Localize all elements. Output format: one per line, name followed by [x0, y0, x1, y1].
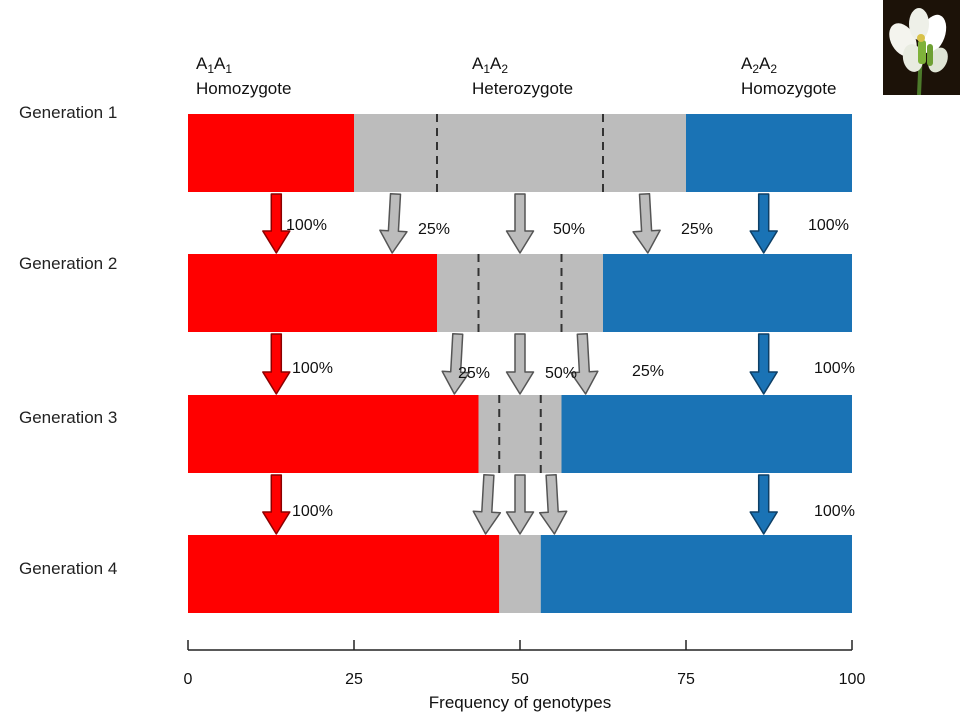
genotype-type-label: Heterozygote: [472, 79, 573, 98]
generation-label: Generation 2: [19, 254, 117, 273]
x-tick-label: 0: [184, 671, 193, 688]
transition-arrow: [379, 192, 408, 254]
flower-photo-icon: [883, 0, 960, 96]
transition-arrow: [505, 333, 535, 395]
bar-segment: [437, 254, 603, 332]
transition-arrow: [262, 193, 291, 254]
transition-percent-label: 25%: [681, 221, 713, 238]
bar-segment: [499, 535, 541, 613]
genotype-type-label: Homozygote: [196, 79, 291, 98]
x-tick-label: 25: [345, 671, 363, 688]
bar-segment: [561, 395, 852, 473]
x-tick-label: 75: [677, 671, 695, 688]
generation-label: Generation 4: [19, 559, 117, 578]
bar-segment: [188, 535, 500, 613]
transition-percent-label: 25%: [632, 363, 664, 380]
transition-arrow: [749, 193, 778, 254]
bar-segment: [188, 395, 479, 473]
transition-arrow: [570, 332, 599, 395]
transition-arrow: [749, 333, 778, 395]
transition-percent-label: 100%: [286, 217, 327, 234]
transition-percent-label: 100%: [814, 503, 855, 520]
transition-percent-label: 50%: [545, 365, 577, 382]
x-tick-label: 100: [839, 671, 866, 688]
generation-labels: Generation 1 Generation 2 Generation 3 Gene…: [19, 103, 117, 578]
x-axis: 0 25 50 75 100: [184, 640, 866, 688]
transition-percent-label: 100%: [814, 360, 855, 377]
transition-arrow: [749, 474, 778, 535]
transition-percent-label: 100%: [292, 360, 333, 377]
generation-label: Generation 1: [19, 103, 117, 122]
transition-percent-label: 25%: [458, 365, 490, 382]
genotype-type-label: Homozygote: [741, 79, 836, 98]
bar-segment: [540, 535, 852, 613]
genotype-headers: A1​A1​ Homozygote A1​A2​ Heterozygote A2​A2​…: [196, 54, 836, 98]
genotype-label: A1​A2​: [472, 54, 508, 76]
transition-percent-label: 50%: [553, 221, 585, 238]
bar-segment: [478, 395, 562, 473]
bar-segment: [686, 114, 852, 192]
transition-arrow: [262, 474, 291, 535]
transition-arrow: [505, 474, 535, 535]
genotype-label: A1​A1​: [196, 54, 232, 76]
transition-labels: 100% 25% 50% 25% 100% 100% 25% 50% 25% 100% 100% 10…: [286, 217, 855, 520]
transition-arrow: [441, 332, 470, 395]
transition-arrow: [632, 192, 661, 254]
transition-arrow: [472, 473, 502, 535]
bar-segment: [603, 254, 852, 332]
transition-arrows: [262, 192, 778, 535]
transition-percent-label: 25%: [418, 221, 450, 238]
transition-percent-label: 100%: [808, 217, 849, 234]
bar-segment: [188, 114, 354, 192]
bar-segment: [354, 114, 686, 192]
transition-arrow: [538, 473, 568, 535]
transition-arrow: [505, 193, 535, 254]
generation-label: Generation 3: [19, 408, 117, 427]
genotype-label: A2​A2​: [741, 54, 777, 76]
bar-segment: [188, 254, 437, 332]
transition-percent-label: 100%: [292, 503, 333, 520]
transition-arrow: [262, 333, 291, 395]
stacked-bars: [188, 114, 852, 613]
x-tick-label: 50: [511, 671, 529, 688]
x-axis-label: Frequency of genotypes: [429, 693, 611, 712]
